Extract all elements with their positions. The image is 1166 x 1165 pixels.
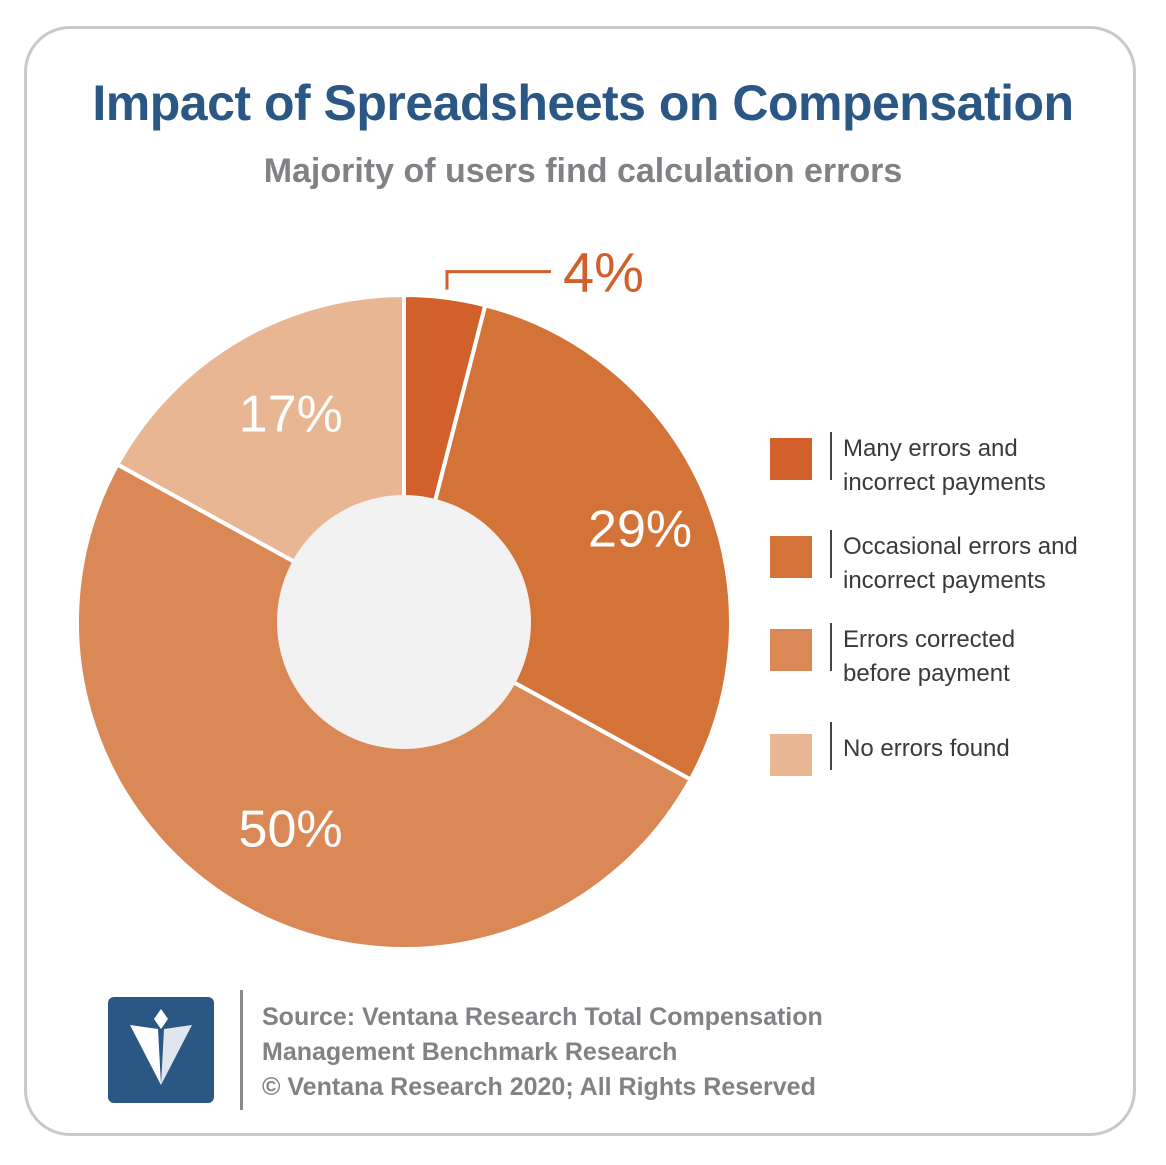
data-label-no-errors: 17% — [239, 386, 343, 444]
legend-divider — [830, 722, 832, 770]
source-line: Management Benchmark Research — [262, 1038, 678, 1066]
donut-hole — [277, 495, 531, 749]
legend-swatch — [770, 438, 812, 480]
source-line: Source: Ventana Research Total Compensat… — [262, 1003, 823, 1031]
legend-label: Many errors and incorrect payments — [843, 432, 1133, 500]
legend-label: Occasional errors and incorrect payments — [843, 530, 1133, 598]
data-label-occasional-errors: 29% — [588, 500, 692, 558]
data-label-many-errors: 4% — [563, 241, 644, 304]
legend-swatch — [770, 629, 812, 671]
legend-label: No errors found — [843, 732, 1133, 766]
legend-label-line: Errors corrected — [843, 626, 1016, 653]
data-label-errors-corrected: 50% — [239, 800, 343, 858]
legend-label-line: Many errors and — [843, 435, 1018, 462]
legend-label: Errors corrected before payment — [843, 623, 1133, 691]
ventana-logo-mark — [130, 1009, 192, 1085]
ventana-logo-icon — [108, 997, 214, 1103]
legend-divider — [830, 432, 832, 480]
callout-line-many-errors — [445, 270, 551, 290]
legend-divider — [830, 623, 832, 671]
legend-swatch — [770, 536, 812, 578]
copyright-line: © Ventana Research 2020; All Rights Rese… — [262, 1073, 816, 1101]
legend-label-line: incorrect payments — [843, 567, 1046, 594]
source-divider — [240, 990, 243, 1110]
legend-label-line: incorrect payments — [843, 469, 1046, 496]
legend-swatch — [770, 734, 812, 776]
data-labels: 4% 29% 50% 17% — [239, 241, 693, 859]
legend-label-line: No errors found — [843, 735, 1010, 762]
legend-label-line: Occasional errors and — [843, 533, 1078, 560]
chart-subtitle: Majority of users find calculation error… — [263, 152, 903, 190]
source-note: Source: Ventana Research Total Compensat… — [262, 1000, 962, 1105]
legend-label-line: before payment — [843, 660, 1010, 687]
legend-divider — [830, 530, 832, 578]
chart-title: Impact of Spreadsheets on Compensation — [92, 75, 1074, 131]
